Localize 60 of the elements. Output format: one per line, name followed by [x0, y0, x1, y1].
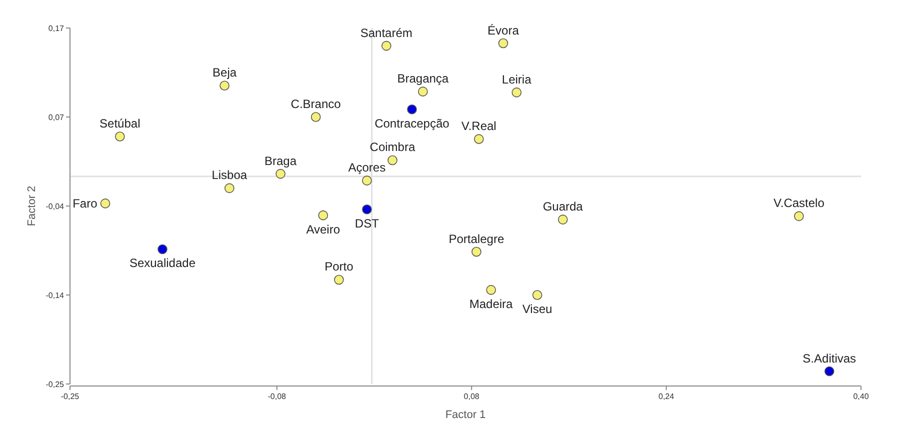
point — [318, 210, 328, 220]
annotation: Contracepção — [374, 116, 450, 130]
point — [310, 112, 321, 122]
annotation: Faro — [72, 196, 98, 210]
annotation: Braga — [264, 154, 297, 168]
point — [114, 132, 125, 142]
annotation: DST — [354, 216, 380, 230]
annotation: C.Branco — [290, 97, 342, 111]
point — [220, 80, 230, 91]
annotation: V.Castelo — [773, 196, 825, 210]
y-tick-label: 0,17 — [48, 24, 65, 33]
point — [824, 366, 834, 376]
x-axis-title: Factor 1 — [445, 409, 486, 421]
y-tick-label: -0,14 — [46, 290, 65, 300]
x-tick-label: 0,08 — [464, 392, 480, 401]
x-tick-label: 0,40 — [853, 392, 870, 401]
annotation: Sexualidade — [129, 256, 196, 270]
x-tick-label: -0,08 — [268, 392, 287, 401]
point — [362, 204, 372, 214]
annotation: Beja — [212, 66, 237, 80]
annotation: Portalegre — [448, 232, 504, 246]
annotation: Porto — [324, 260, 354, 274]
point — [407, 104, 417, 114]
point — [388, 155, 398, 166]
point — [532, 290, 542, 300]
annotation: Açores — [348, 160, 386, 175]
annotation: S.Aditivas — [802, 351, 856, 366]
annotation: Santarém — [360, 26, 412, 40]
x-tick-label: 0,24 — [658, 392, 675, 401]
point — [276, 168, 286, 179]
annotation: Viseu — [522, 302, 552, 316]
annotation: Lisboa — [212, 168, 248, 182]
x-tick-label: -0,25 — [60, 392, 80, 401]
point — [498, 38, 508, 48]
annotation: Aveiro — [306, 222, 340, 236]
y-tick-label: -0,25 — [46, 380, 65, 389]
annotation: Bragança — [397, 72, 449, 86]
y-tick-label: 0,07 — [48, 112, 65, 122]
annotation: Leiria — [502, 72, 532, 86]
annotation: Évora — [488, 23, 520, 38]
point — [794, 211, 804, 222]
annotation: V.Real — [461, 119, 496, 134]
annotation: Guarda — [542, 200, 584, 214]
annotation: Setúbal — [100, 116, 140, 130]
point — [382, 40, 392, 51]
point — [334, 274, 344, 285]
point — [472, 246, 482, 257]
annotation: Coimbra — [370, 140, 416, 154]
point — [474, 134, 484, 144]
point — [418, 86, 428, 96]
y-tick-label: -0,04 — [46, 202, 65, 211]
point — [486, 285, 496, 295]
y-axis-title: Factor 2 — [26, 186, 38, 226]
point — [362, 176, 372, 186]
point — [224, 183, 234, 194]
point — [558, 214, 568, 224]
annotation: Madeira — [469, 296, 514, 311]
point — [512, 88, 522, 98]
point — [100, 198, 110, 208]
point — [158, 244, 168, 254]
